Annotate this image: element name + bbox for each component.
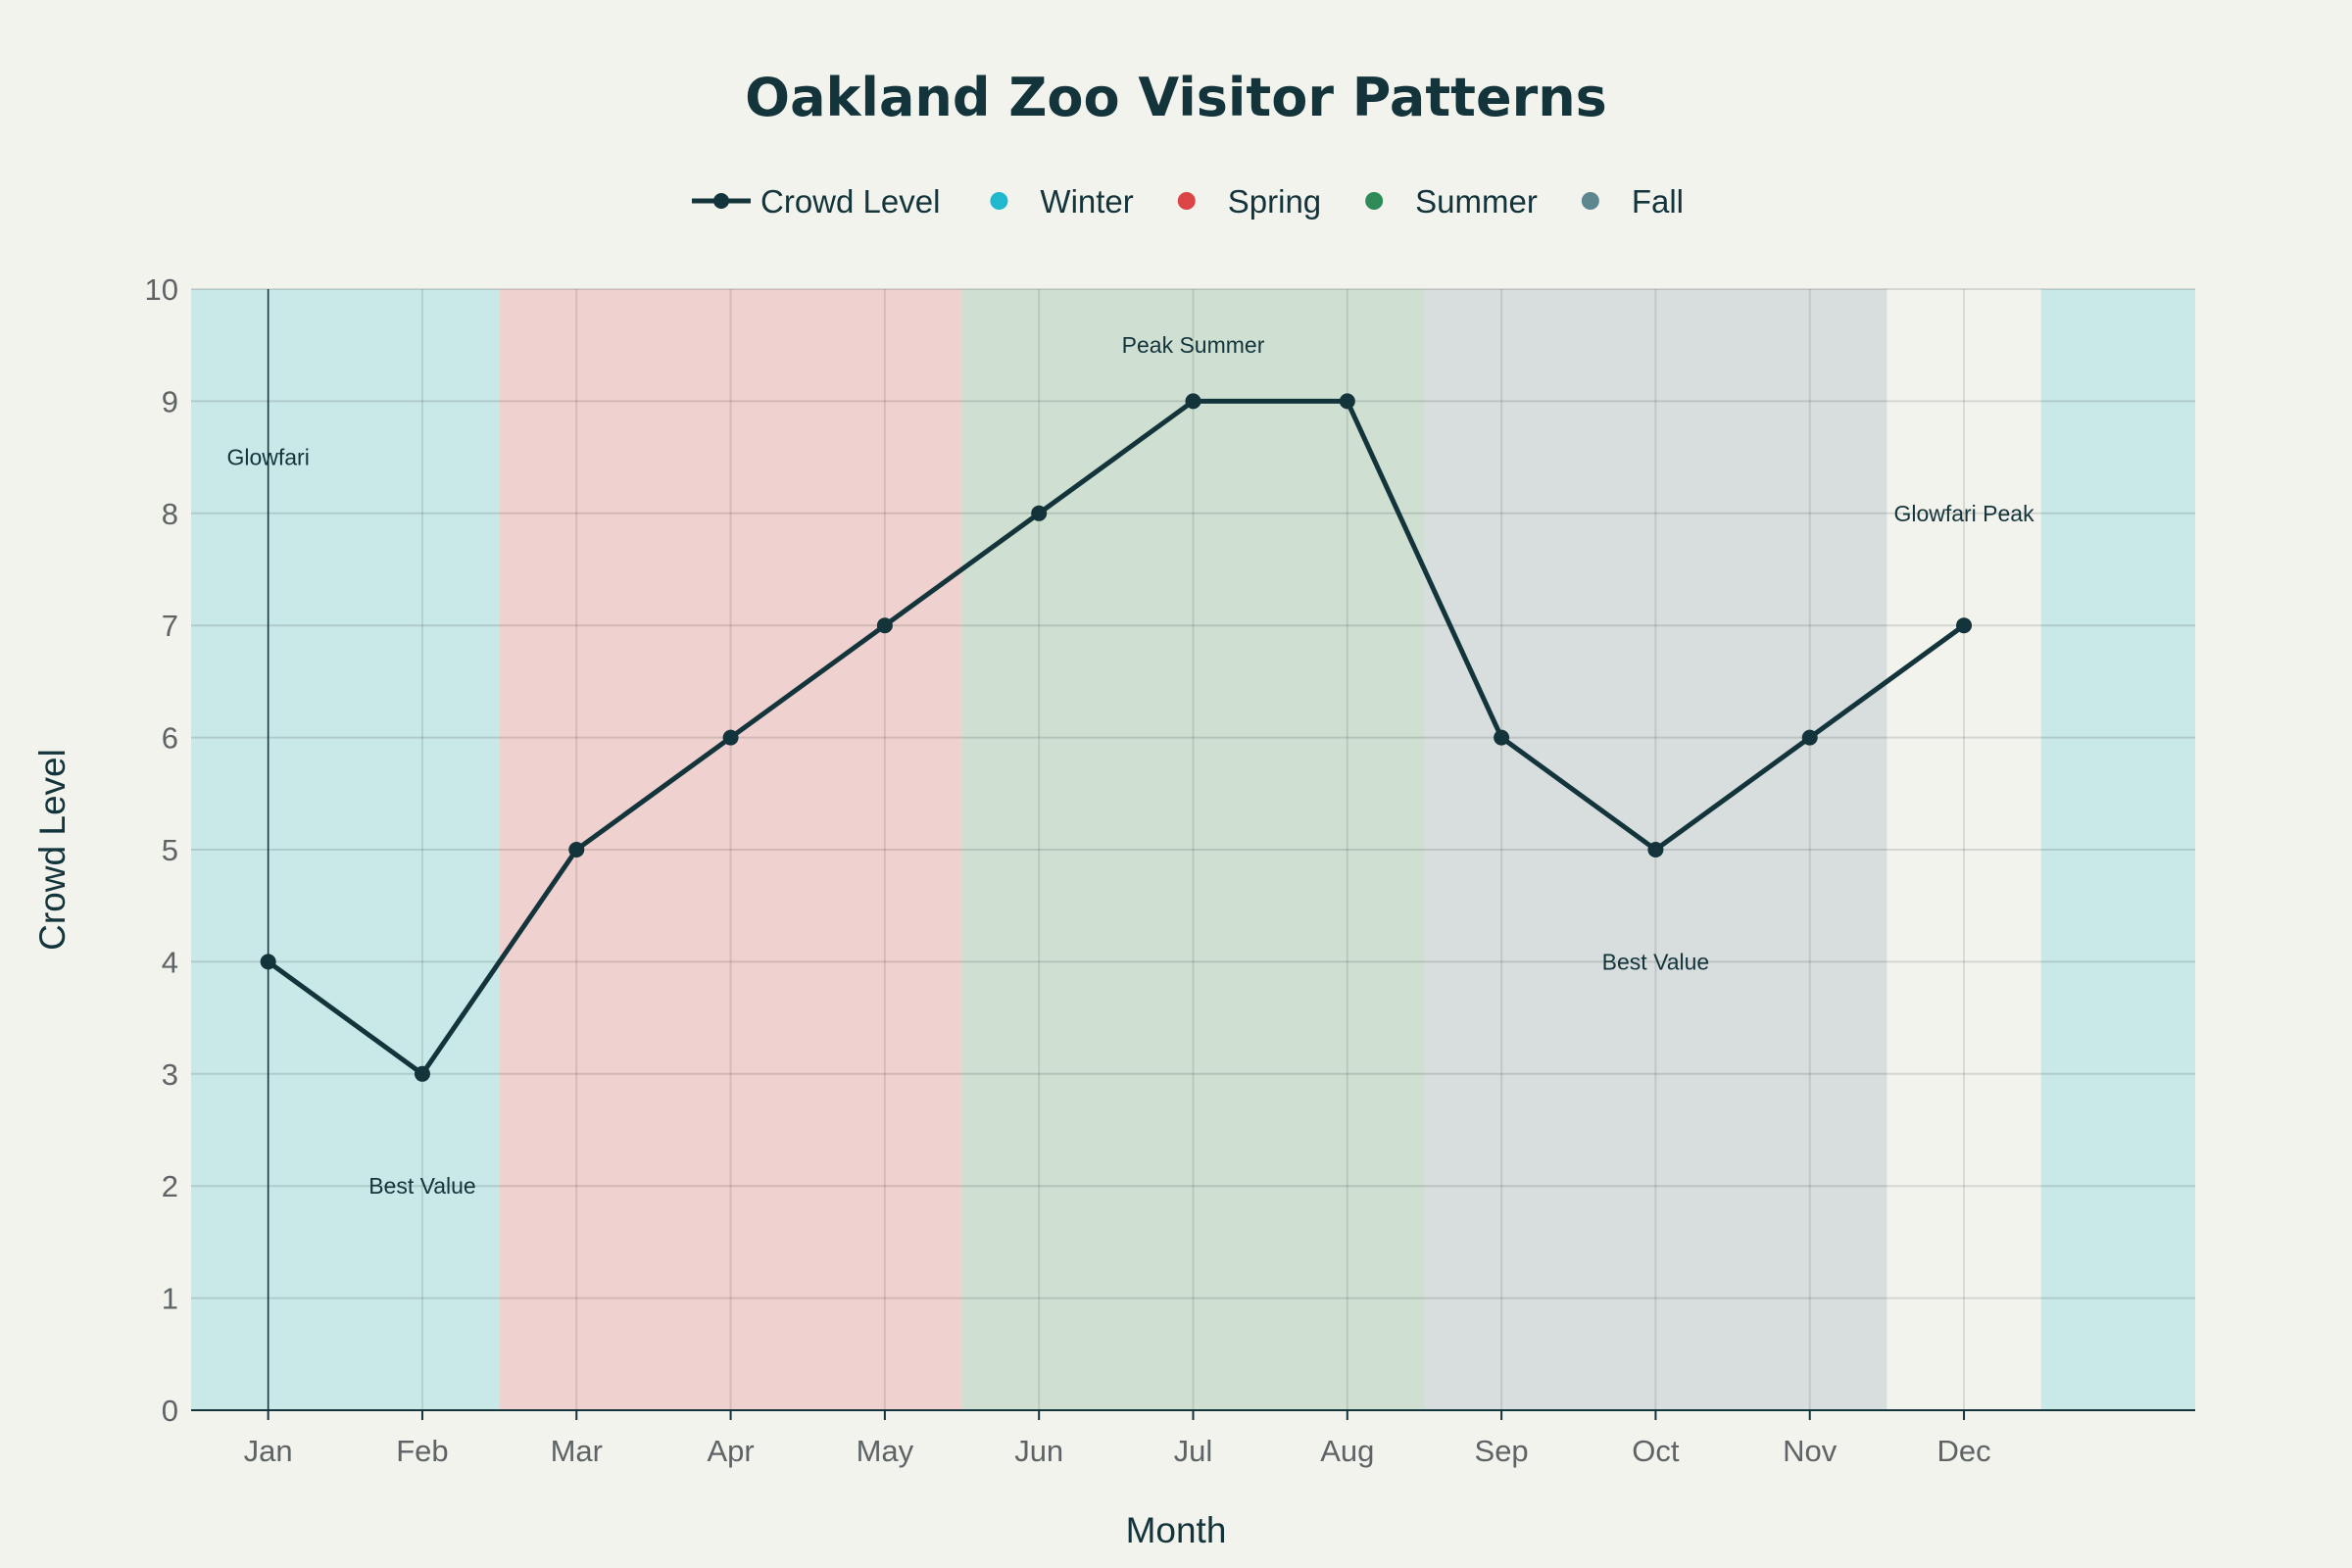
- x-axis-title: Month: [1126, 1510, 1227, 1550]
- legend-dot-spring: [1177, 192, 1196, 210]
- season-band-winter: [191, 289, 500, 1410]
- series: [260, 393, 1973, 1082]
- legend-label: Winter: [1040, 183, 1133, 220]
- x-tick-label: Apr: [707, 1434, 754, 1468]
- data-point-sep: [1494, 729, 1510, 746]
- x-tick-label: Sep: [1475, 1434, 1529, 1468]
- data-point-aug: [1339, 393, 1355, 410]
- data-point-apr: [722, 729, 739, 746]
- legend-label: Spring: [1228, 183, 1321, 220]
- legend-dot-fall: [1581, 192, 1599, 210]
- y-tick-label: 5: [162, 833, 178, 867]
- y-tick-label: 4: [162, 945, 178, 979]
- x-tick-label: Aug: [1320, 1434, 1374, 1468]
- y-tick-label: 3: [162, 1057, 178, 1092]
- series-line: [267, 398, 1966, 1077]
- y-tick-label: 2: [162, 1169, 178, 1203]
- data-point-oct: [1647, 842, 1664, 858]
- data-point-mar: [568, 842, 585, 858]
- x-tick-label: Nov: [1783, 1434, 1838, 1468]
- legend: Crowd Level Winter Spring Summer Fall: [692, 183, 1684, 220]
- x-tick-label: Jul: [1174, 1434, 1213, 1468]
- data-point-jun: [1031, 505, 1048, 521]
- annotation: Best Value: [1602, 949, 1710, 974]
- legend-dot-summer: [1365, 192, 1384, 210]
- data-point-dec: [1956, 617, 1973, 634]
- y-tick-label: 1: [162, 1282, 178, 1316]
- annotations: Glowfari Best Value Peak Summer Best Value G…: [226, 332, 2034, 1199]
- legend-label: Fall: [1632, 183, 1684, 220]
- legend-label: Crowd Level: [760, 183, 940, 220]
- y-tick-label: 9: [162, 384, 178, 418]
- annotation: Best Value: [368, 1173, 476, 1199]
- y-tick-label: 6: [162, 721, 178, 756]
- x-tick-label: Feb: [396, 1434, 448, 1468]
- annotation: Glowfari: [226, 445, 309, 470]
- y-tick-label: 10: [145, 272, 178, 307]
- x-tick-label: Mar: [551, 1434, 603, 1468]
- legend-marker: [713, 193, 729, 209]
- data-point-nov: [1801, 729, 1818, 746]
- axes: 0 1 2 3 4 5 6 7 8 9 10 Jan Feb Mar Apr May Jun Jul Aug Sep O…: [145, 272, 2195, 1468]
- x-tick-label: Oct: [1632, 1434, 1680, 1468]
- x-tick-label: Jan: [244, 1434, 293, 1468]
- x-tick-label: Jun: [1014, 1434, 1063, 1468]
- y-tick-label: 8: [162, 497, 178, 531]
- season-band-summer: [961, 289, 1425, 1410]
- y-tick-label: 0: [162, 1394, 178, 1428]
- annotation: Peak Summer: [1122, 332, 1265, 358]
- legend-label: Summer: [1415, 183, 1538, 220]
- chart-title: Oakland Zoo Visitor Patterns: [745, 67, 1607, 128]
- annotation: Glowfari Peak: [1893, 501, 2034, 526]
- x-tick-label: May: [857, 1434, 914, 1468]
- data-point-jan: [260, 954, 276, 970]
- data-point-jul: [1185, 393, 1201, 410]
- y-tick-label: 7: [162, 609, 178, 643]
- x-tick-label: Dec: [1936, 1434, 1990, 1468]
- data-point-may: [876, 617, 893, 634]
- season-band-winter: [2040, 289, 2195, 1410]
- y-axis-title: Crowd Level: [32, 749, 73, 951]
- data-point-feb: [414, 1065, 430, 1082]
- legend-dot-winter: [990, 192, 1008, 210]
